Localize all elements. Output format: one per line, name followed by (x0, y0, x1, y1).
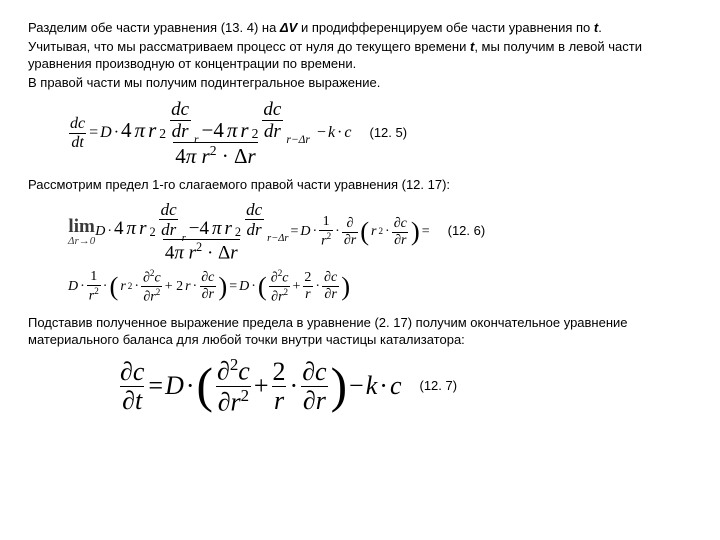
text: Разделим обе части уравнения (13. 4) на (28, 20, 280, 35)
eq12-6-line1b: = D · 1r2 · ∂∂r (r2· ∂c∂r ) = (290, 215, 429, 249)
equation-12-5: dcdt =D· 4π r2 dcdrr −4π r2 dcdrr−Δr 4π … (28, 100, 692, 167)
eq-number: (12. 5) (369, 125, 407, 142)
equation-12-6: lim Δr→0 D· 4πr2 dcdrr −4πr2 dcdrr−Δr 4π… (28, 201, 692, 305)
delta-v: ΔV (280, 20, 297, 35)
paragraph-1: Разделим обе части уравнения (13. 4) на … (28, 20, 692, 37)
equation-12-7: ∂c∂t =D· ( ∂2c∂r2 + 2r · ∂c∂r ) −k·c (12… (28, 357, 692, 415)
eq12-6-line1a: D· (95, 223, 112, 241)
eq-number: (12. 6) (448, 223, 486, 240)
eq12-5-bigfrac: 4π r2 dcdrr −4π r2 dcdrr−Δr 4π r2 · Δr (119, 100, 312, 167)
text: . (598, 20, 602, 35)
eq-number: (12. 7) (419, 378, 457, 395)
text: и продифференцируем обе части уравнения … (297, 20, 594, 35)
eq12-7-expr: ∂c∂t =D· ( ∂2c∂r2 + 2r · ∂c∂r ) −k·c (118, 357, 401, 415)
paragraph-3: В правой части мы получим подинтегрально… (28, 75, 692, 92)
eq12-6-line2: D · 1r2 · ( r2· ∂2c∂r2 + 2r· ∂c∂r ) = D … (68, 269, 350, 305)
eq12-5-lhs: dcdt =D· (68, 116, 119, 151)
lim-symbol: lim Δr→0 (68, 217, 95, 247)
eq12-6-frac: 4πr2 dcdrr −4πr2 dcdrr−Δr 4π r2 · Δr (112, 201, 290, 262)
paragraph-2: Учитывая, что мы рассматриваем процесс о… (28, 39, 692, 73)
eq12-5-tail: −k · c (312, 123, 352, 144)
text: Учитывая, что мы рассматриваем процесс о… (28, 39, 470, 54)
paragraph-5: Подставив полученное выражение предела в… (28, 315, 692, 349)
paragraph-4: Рассмотрим предел 1-го слагаемого правой… (28, 177, 692, 194)
